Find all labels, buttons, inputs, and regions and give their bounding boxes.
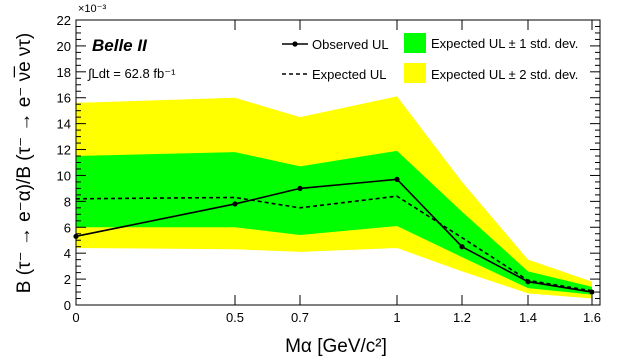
legend-label-1sigma: Expected UL ± 1 std. dev. [431,36,578,51]
y-tick-label: 8 [64,194,71,209]
y-tick-label: 22 [57,13,71,28]
observed-point [232,201,238,207]
x-tick-label: 1.2 [453,310,471,325]
y-tick-label: 10 [57,168,71,183]
legend-label-expected: Expected UL [312,67,386,82]
legend-swatch-1sigma [404,33,426,53]
legend: Observed UL Expected UL Expected UL ± 1 … [282,33,578,83]
y-exponent-label: ×10⁻³ [78,3,106,15]
y-tick-label: 16 [57,91,71,106]
observed-point [459,244,465,250]
ticks-layer: 0 2 4 6 8 10 12 14 16 18 20 22 0 0.5 0.7 1 1.2 1.4 1.6 [57,13,602,325]
x-tick-label: 1.4 [519,310,537,325]
legend-swatch-2sigma [404,63,426,83]
x-tick-label: 0.5 [226,310,244,325]
lines-layer [73,176,595,295]
x-tick-label: 0.7 [291,310,309,325]
annotation-lumi: ∫Ldt = 62.8 fb⁻¹ [87,66,176,81]
x-tick-label: 0 [72,310,79,325]
band-1sigma [76,150,592,295]
x-tick-label: 1 [393,310,400,325]
y-tick-label: 4 [64,246,71,261]
y-tick-label: 18 [57,65,71,80]
y-tick-label: 14 [57,117,71,132]
observed-point [297,185,303,192]
y-tick-label: 6 [64,220,71,235]
legend-label-observed: Observed UL [312,37,389,52]
x-axis-title: Mα [GeV/c²] [285,336,387,357]
legend-label-2sigma: Expected UL ± 2 std. dev. [431,67,578,82]
y-tick-label: 12 [57,143,71,158]
y-tick-label: 20 [57,39,71,54]
y-tick-label: 2 [64,272,71,287]
observed-point [394,176,400,182]
x-tick-label: 1.6 [583,310,601,325]
annotation-title: Belle II [92,36,148,55]
observed-point [525,279,531,285]
observed-point [589,289,595,295]
y-tick-label: 0 [64,298,71,313]
y-axis-title: B (τ⁻ → e⁻α)/B (τ⁻ → e⁻ ν̅e ντ) [14,33,35,293]
legend-marker-observed [292,41,298,47]
